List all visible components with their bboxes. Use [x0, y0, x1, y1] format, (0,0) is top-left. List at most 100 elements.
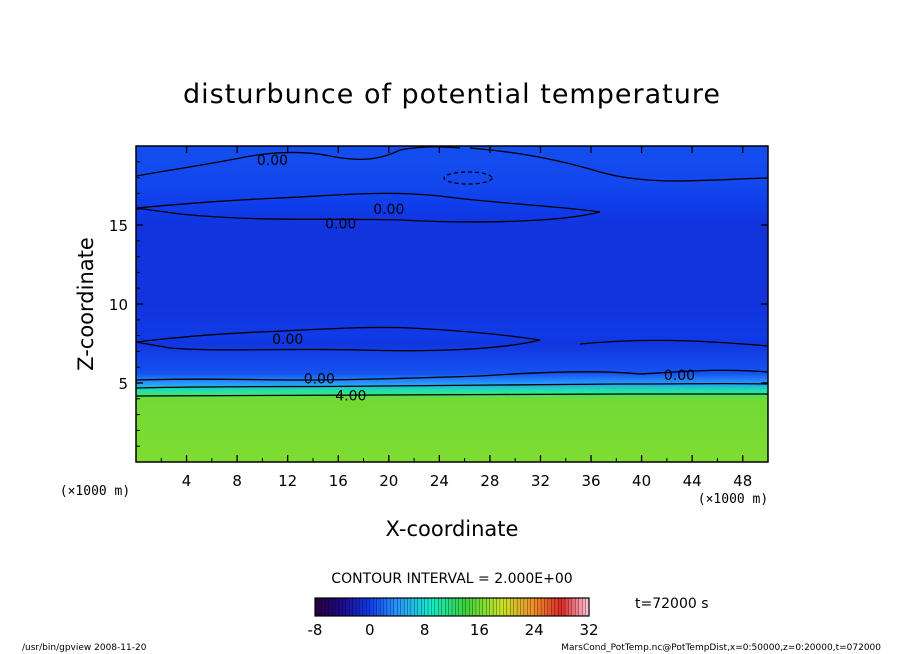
- colorbar-cell: [468, 597, 473, 617]
- colorbar-cell: [486, 597, 491, 617]
- colorbar-cell: [564, 597, 569, 617]
- colorbar-cell: [441, 597, 446, 617]
- colorbar-tick-label: 32: [579, 621, 598, 639]
- contour-line: [469, 147, 768, 182]
- colorbar-cell: [547, 597, 552, 617]
- colorbar-cell: [475, 597, 480, 617]
- colorbar-cell: [492, 597, 497, 617]
- contour-line: [136, 393, 768, 397]
- x-tick-label: 28: [480, 472, 499, 490]
- x-tick-label: 32: [531, 472, 550, 490]
- colorbar-ticks: -8 0 8 16 24 32: [308, 621, 599, 639]
- colorbar-tick-label: 0: [365, 621, 375, 639]
- colorbar-cell: [499, 597, 504, 617]
- x-axis-label: X-coordinate: [386, 517, 519, 541]
- colorbar-cell: [352, 597, 357, 617]
- colorbar-cell: [544, 597, 549, 617]
- colorbar-cell: [373, 597, 378, 617]
- contour-label: 0.00: [304, 371, 335, 387]
- colorbar-frame: [314, 597, 590, 617]
- contour-label: 0.00: [664, 368, 695, 384]
- colorbar-cell: [427, 597, 432, 617]
- colorbar-cell: [489, 597, 494, 617]
- colorbar-cell: [434, 597, 439, 617]
- y-tick-label: 15: [109, 217, 128, 235]
- x-tick-label: 4: [182, 472, 192, 490]
- colorbar: [314, 597, 590, 617]
- y-tick-label: 10: [109, 296, 128, 314]
- x-axis: 4 8 12 16 20 24 28 32 36 40 44 48: [160, 146, 752, 490]
- colorbar-tick-label: 24: [525, 621, 544, 639]
- colorbar-cell: [444, 597, 450, 617]
- contour-label: 0.00: [257, 153, 288, 169]
- colorbar-tick-label: -8: [308, 621, 323, 639]
- colorbar-cell: [534, 597, 539, 617]
- x-tick-label: 8: [232, 472, 242, 490]
- colorbar-cell: [455, 597, 460, 617]
- colorbar-cell: [540, 597, 545, 617]
- y-axis-label: Z-coordinate: [74, 237, 98, 371]
- colorbar-cell: [325, 597, 330, 617]
- colorbar-cell: [331, 597, 336, 617]
- x-tick-label: 40: [632, 472, 651, 490]
- contour-line: [443, 171, 493, 185]
- x-tick-label: 24: [430, 472, 449, 490]
- x-tick-label: 44: [683, 472, 702, 490]
- colorbar-cell: [366, 597, 371, 617]
- x-tick-label: 12: [278, 472, 297, 490]
- colorbar-cell: [421, 597, 426, 617]
- colorbar-cell: [403, 597, 408, 617]
- colorbar-cell: [438, 597, 443, 617]
- contour-label: 0.00: [272, 332, 303, 348]
- heatmap-field: [136, 146, 768, 462]
- colorbar-cell: [383, 597, 388, 617]
- colorbar-cell: [479, 597, 484, 617]
- colorbar-cell: [462, 597, 467, 617]
- colorbar-cell: [379, 597, 384, 617]
- colorbar-cell: [414, 597, 419, 617]
- colorbar-cell: [551, 597, 556, 617]
- colorbar-cell: [410, 597, 415, 617]
- colorbar-cell: [424, 597, 429, 617]
- x-tick-label: 48: [733, 472, 752, 490]
- colorbar-cell: [362, 597, 367, 617]
- colorbar-cell: [472, 597, 477, 617]
- colorbar-cell: [482, 597, 487, 617]
- colorbar-cell: [400, 597, 405, 617]
- colorbar-cell: [506, 597, 511, 617]
- colorbar-cell: [558, 597, 563, 617]
- colorbar-cell: [328, 597, 333, 617]
- colorbar-cell: [318, 597, 323, 617]
- x-unit-left: (×1000 m): [60, 484, 130, 499]
- colorbar-tick-label: 16: [470, 621, 489, 639]
- colorbar-cell: [386, 597, 391, 617]
- chart-title: disturbunce of potential temperature: [183, 79, 721, 110]
- colorbar-cell: [527, 597, 532, 617]
- time-label: t=72000 s: [635, 596, 709, 612]
- colorbar-cell: [571, 597, 576, 617]
- contour-line: [136, 146, 461, 177]
- colorbar-cell: [376, 597, 381, 617]
- colorbar-cell: [335, 597, 340, 617]
- colorbar-cell: [496, 597, 501, 617]
- contour-interval: CONTOUR INTERVAL = 2.000E+00: [331, 571, 572, 587]
- colorbar-cell: [465, 597, 470, 617]
- contour-line: [136, 382, 768, 389]
- colorbar-cell: [390, 597, 395, 617]
- colorbar-cell: [338, 597, 343, 617]
- y-tick-label: 5: [118, 375, 128, 393]
- footer-left: /usr/bin/gpview 2008-11-20: [22, 643, 147, 653]
- colorbar-cell: [369, 597, 374, 617]
- colorbar-cell: [431, 597, 436, 617]
- x-tick-label: 20: [379, 472, 398, 490]
- plot-area: 0.000.000.000.000.004.000.00: [135, 145, 769, 463]
- colorbar-cell: [537, 597, 542, 617]
- colorbar-cell: [582, 597, 587, 617]
- colorbar-cell: [513, 597, 518, 617]
- colorbar-cell: [321, 597, 326, 617]
- colorbar-cell: [342, 597, 347, 617]
- colorbar-cell: [451, 597, 456, 617]
- colorbar-cell: [530, 597, 535, 617]
- contour-line: [136, 369, 768, 381]
- colorbar-cell: [554, 597, 559, 617]
